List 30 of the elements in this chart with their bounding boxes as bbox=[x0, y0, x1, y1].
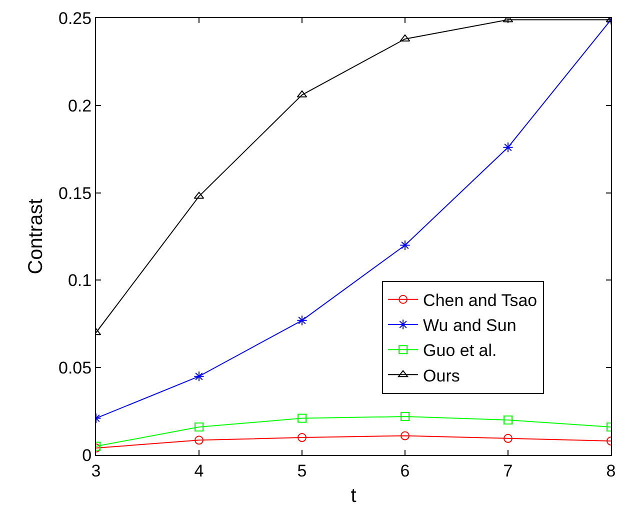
point bbox=[504, 434, 512, 443]
point bbox=[298, 433, 306, 442]
point bbox=[400, 412, 410, 422]
point bbox=[400, 431, 410, 440]
legend-label: Wu and Sun bbox=[423, 316, 516, 336]
x-tick-label: 3 bbox=[91, 461, 101, 480]
point bbox=[194, 371, 204, 382]
x-tick-label: 5 bbox=[297, 461, 307, 480]
x-tick-label: 7 bbox=[503, 461, 513, 480]
y-tick-label: 0.15 bbox=[58, 184, 92, 203]
y-axis-title: Contrast bbox=[25, 198, 48, 274]
point bbox=[194, 422, 204, 432]
y-tick-label: 0.2 bbox=[68, 96, 92, 116]
x-tick-label: 4 bbox=[194, 461, 204, 480]
x-tick-label: 6 bbox=[400, 461, 410, 480]
point bbox=[504, 416, 512, 425]
legend-label: Chen and Tsao bbox=[423, 291, 538, 310]
legend-label: Ours bbox=[423, 366, 460, 386]
point bbox=[296, 315, 308, 326]
legend-label: Guo et al. bbox=[423, 341, 497, 360]
y-tick-label: 0.1 bbox=[68, 271, 92, 290]
point bbox=[502, 142, 514, 153]
y-tick-label: 0.05 bbox=[58, 358, 92, 378]
y-tick-label: 0.25 bbox=[58, 8, 92, 28]
point bbox=[400, 240, 410, 251]
x-tick-label: 8 bbox=[606, 461, 616, 480]
point bbox=[194, 436, 204, 445]
x-axis-title: t bbox=[350, 484, 357, 507]
point bbox=[298, 414, 306, 423]
y-tick-label: 0 bbox=[82, 446, 92, 465]
